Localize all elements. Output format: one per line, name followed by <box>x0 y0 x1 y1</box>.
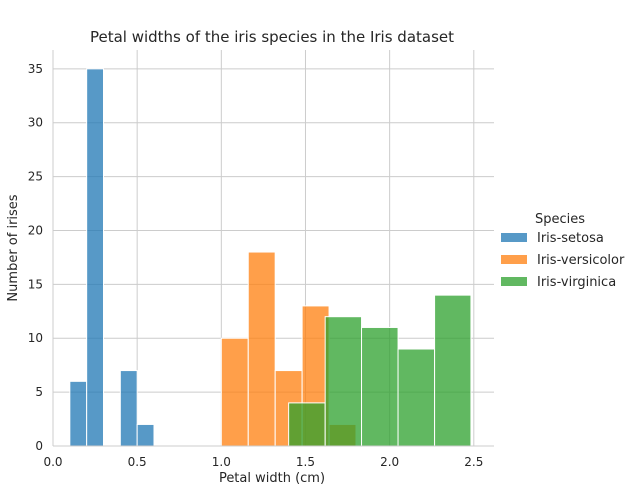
y-tick-label: 35 <box>28 62 43 76</box>
y-axis-ticks: 0 5 10 15 20 25 30 35 <box>28 62 43 453</box>
x-tick-label: 1.0 <box>212 455 231 469</box>
spines <box>52 50 494 447</box>
x-tick-label: 2.0 <box>380 455 399 469</box>
legend-label-iris-virginica: Iris-virginica <box>537 275 616 290</box>
x-tick-label: 0.0 <box>43 455 62 469</box>
bar-iris-setosa-3 <box>136 423 155 447</box>
y-tick-label: 10 <box>28 331 43 345</box>
bar-iris-virginica-2 <box>361 326 399 447</box>
bar-iris-setosa-0 <box>69 380 88 447</box>
legend-label-iris-versicolor: Iris-versicolor <box>537 253 625 268</box>
bar-iris-versicolor-1 <box>247 251 276 447</box>
x-tick-label: 1.5 <box>296 455 315 469</box>
bar-iris-virginica-0 <box>288 402 326 447</box>
y-tick-label: 25 <box>28 170 43 184</box>
bar-iris-setosa-2 <box>119 370 138 447</box>
y-tick-label: 20 <box>28 223 43 237</box>
x-tick-label: 0.5 <box>128 455 147 469</box>
y-tick-label: 0 <box>35 439 43 453</box>
legend-label-iris-setosa: Iris-setosa <box>537 231 604 246</box>
legend: Species Iris-setosa Iris-versicolor Iris-v… <box>501 212 625 290</box>
chart-title: Petal widths of the iris species in the … <box>90 28 454 46</box>
y-tick-label: 30 <box>28 116 43 130</box>
x-axis-label: Petal width (cm) <box>219 471 325 486</box>
bar-iris-virginica-3 <box>397 348 436 447</box>
bar-iris-setosa-1 <box>86 68 104 447</box>
bar-iris-versicolor-0 <box>220 337 249 447</box>
bar-iris-virginica-4 <box>434 294 472 447</box>
y-tick-label: 5 <box>35 385 43 399</box>
y-tick-label: 15 <box>28 277 43 291</box>
legend-swatch-iris-virginica <box>501 277 527 286</box>
x-tick-label: 2.5 <box>464 455 483 469</box>
grid <box>52 50 494 447</box>
bar-iris-virginica-1 <box>324 316 363 447</box>
legend-title: Species <box>535 212 585 227</box>
bars <box>69 68 472 447</box>
legend-swatch-iris-versicolor <box>501 255 527 264</box>
legend-swatch-iris-setosa <box>501 233 527 242</box>
y-axis-label: Number of irises <box>6 194 21 301</box>
x-axis-ticks: 0.0 0.5 1.0 1.5 2.0 2.5 <box>43 455 483 469</box>
